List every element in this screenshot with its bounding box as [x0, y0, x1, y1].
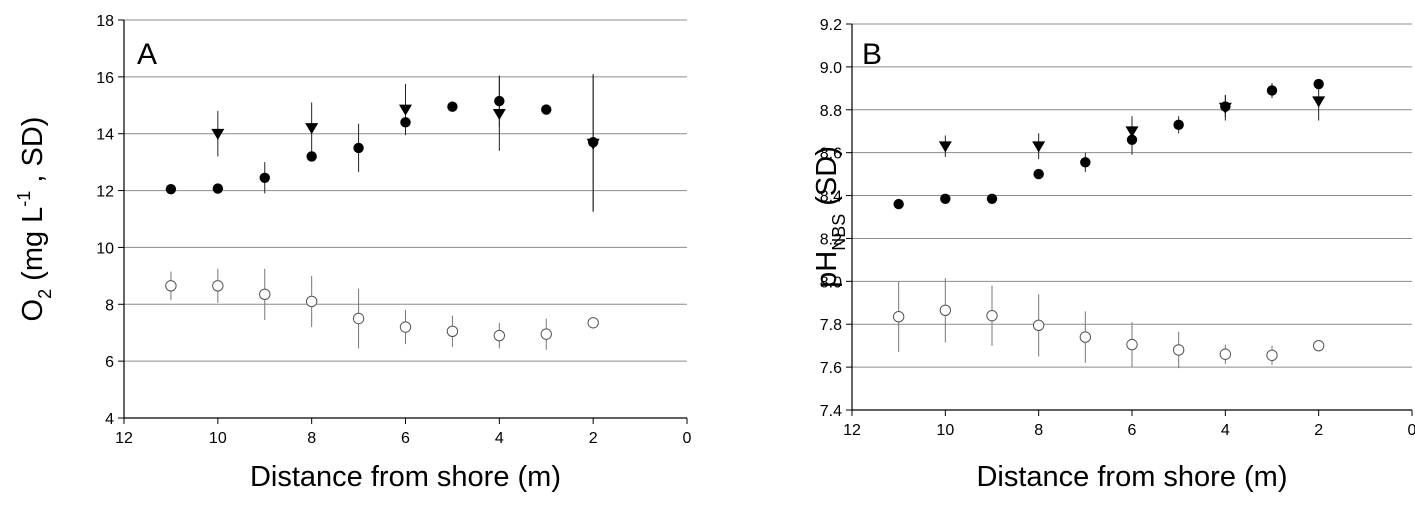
data-point-filled-circle: [1266, 85, 1278, 96]
data-point-filled-circle: [893, 198, 904, 210]
data-point-triangle-down: [938, 141, 952, 153]
data-point-open-circle: [493, 329, 506, 342]
data-point-open-circle: [399, 321, 412, 333]
data-point-filled-circle: [1033, 168, 1044, 180]
data-point-filled-circle: [1173, 119, 1184, 130]
x-tick-label: 0: [1408, 422, 1415, 439]
y-axis-title: O2 (mg L-1 , SD): [14, 117, 55, 322]
data-point-filled-circle: [447, 101, 458, 112]
data-point-open-circle: [1219, 348, 1232, 360]
y-tick-label: 8.2: [820, 231, 842, 248]
data-point-triangle-down: [211, 128, 225, 140]
y-tick-label: 9.0: [820, 60, 842, 77]
x-tick-label: 0: [683, 430, 692, 447]
data-point-open-circle: [446, 325, 459, 337]
data-point-open-circle: [939, 304, 952, 316]
y-tick-label: 6: [105, 354, 114, 371]
data-point-open-circle: [587, 317, 599, 329]
data-point-open-circle: [352, 312, 365, 325]
y-tick-label: 14: [96, 127, 114, 144]
y-tick-label: 12: [96, 184, 114, 201]
data-point-open-circle: [986, 309, 998, 322]
x-axis-title: Distance from shore (m): [250, 461, 561, 493]
data-point-filled-circle: [212, 183, 224, 194]
data-point-filled-circle: [400, 117, 411, 128]
data-point-filled-circle: [940, 193, 951, 204]
x-tick-label: 2: [589, 430, 598, 447]
data-point-open-circle: [259, 288, 271, 301]
x-tick-label: 4: [495, 430, 504, 447]
data-point-filled-circle: [1080, 157, 1091, 168]
data-point-filled-circle: [541, 104, 552, 115]
x-tick-label: 6: [1128, 422, 1137, 439]
panel-a-chart: 4 6 8 10 12 14 16 18 12 10 8 6 4 2 0 Distance from shor…: [14, 13, 692, 493]
data-point-open-circle: [892, 311, 905, 323]
y-tick-label: 7.6: [820, 360, 842, 377]
panel-label: A: [137, 38, 157, 71]
x-tick-label: 12: [115, 430, 133, 447]
data-point-filled-circle: [306, 151, 317, 162]
x-tick-label: 8: [1034, 422, 1043, 439]
data-point-triangle-down: [1218, 102, 1232, 114]
y-tick-label: 8.4: [820, 189, 842, 206]
x-tick-label: 4: [1221, 422, 1230, 439]
data-point-filled-circle: [259, 172, 270, 183]
x-tick-label: 10: [936, 422, 954, 439]
y-tick-label: 7.4: [820, 403, 842, 420]
data-point-filled-circle: [494, 95, 505, 107]
data-point-triangle-down: [1032, 141, 1046, 153]
data-point-open-circle: [212, 280, 224, 292]
data-point-triangle-down: [399, 104, 412, 116]
data-point-open-circle: [1266, 349, 1278, 362]
data-point-open-circle: [540, 328, 552, 340]
x-axis-title: Distance from shore (m): [976, 461, 1287, 493]
y-tick-label: 8.0: [820, 274, 842, 291]
data-point-open-circle: [305, 295, 318, 308]
y-tick-label: 18: [96, 13, 114, 30]
data-point-open-circle: [1126, 338, 1138, 351]
y-tick-label: 9.2: [820, 17, 842, 34]
x-tick-label: 8: [307, 430, 316, 447]
y-tick-label: 16: [96, 70, 114, 87]
data-point-filled-circle: [1126, 134, 1138, 145]
y-tick-label: 8: [105, 297, 114, 314]
data-point-triangle-down: [492, 108, 506, 120]
y-tick-label: 8.8: [820, 103, 842, 120]
data-point-filled-circle: [1313, 78, 1324, 90]
data-point-open-circle: [1079, 331, 1092, 343]
y-tick-label: 10: [96, 240, 114, 257]
x-tick-label: 2: [1314, 422, 1323, 439]
data-point-filled-circle: [165, 183, 177, 195]
x-tick-label: 10: [209, 430, 227, 447]
data-point-triangle-down: [305, 123, 319, 135]
data-point-open-circle: [165, 280, 177, 292]
y-tick-label: 7.8: [820, 317, 842, 334]
data-point-filled-circle: [986, 193, 998, 204]
x-tick-label: 6: [401, 430, 410, 447]
y-tick-label: 8.6: [820, 146, 842, 163]
data-point-open-circle: [1032, 319, 1045, 331]
y-axis-title: pHNBS (SD): [811, 146, 849, 288]
data-point-filled-circle: [353, 142, 364, 154]
panel-b-chart: 7.4 7.6 7.8 8.0 8.2 8.4 8.6 8.8 9.0 9.2 12 10 8 6 4 2 0 D…: [811, 17, 1415, 493]
panel-label: B: [862, 38, 882, 71]
data-point-open-circle: [1172, 344, 1185, 356]
y-tick-label: 4: [105, 411, 114, 428]
data-point-triangle-down: [1125, 126, 1139, 138]
x-tick-label: 12: [843, 422, 861, 439]
data-point-open-circle: [1312, 339, 1325, 352]
data-point-triangle-down: [586, 138, 600, 150]
data-point-triangle-down: [1312, 96, 1326, 108]
